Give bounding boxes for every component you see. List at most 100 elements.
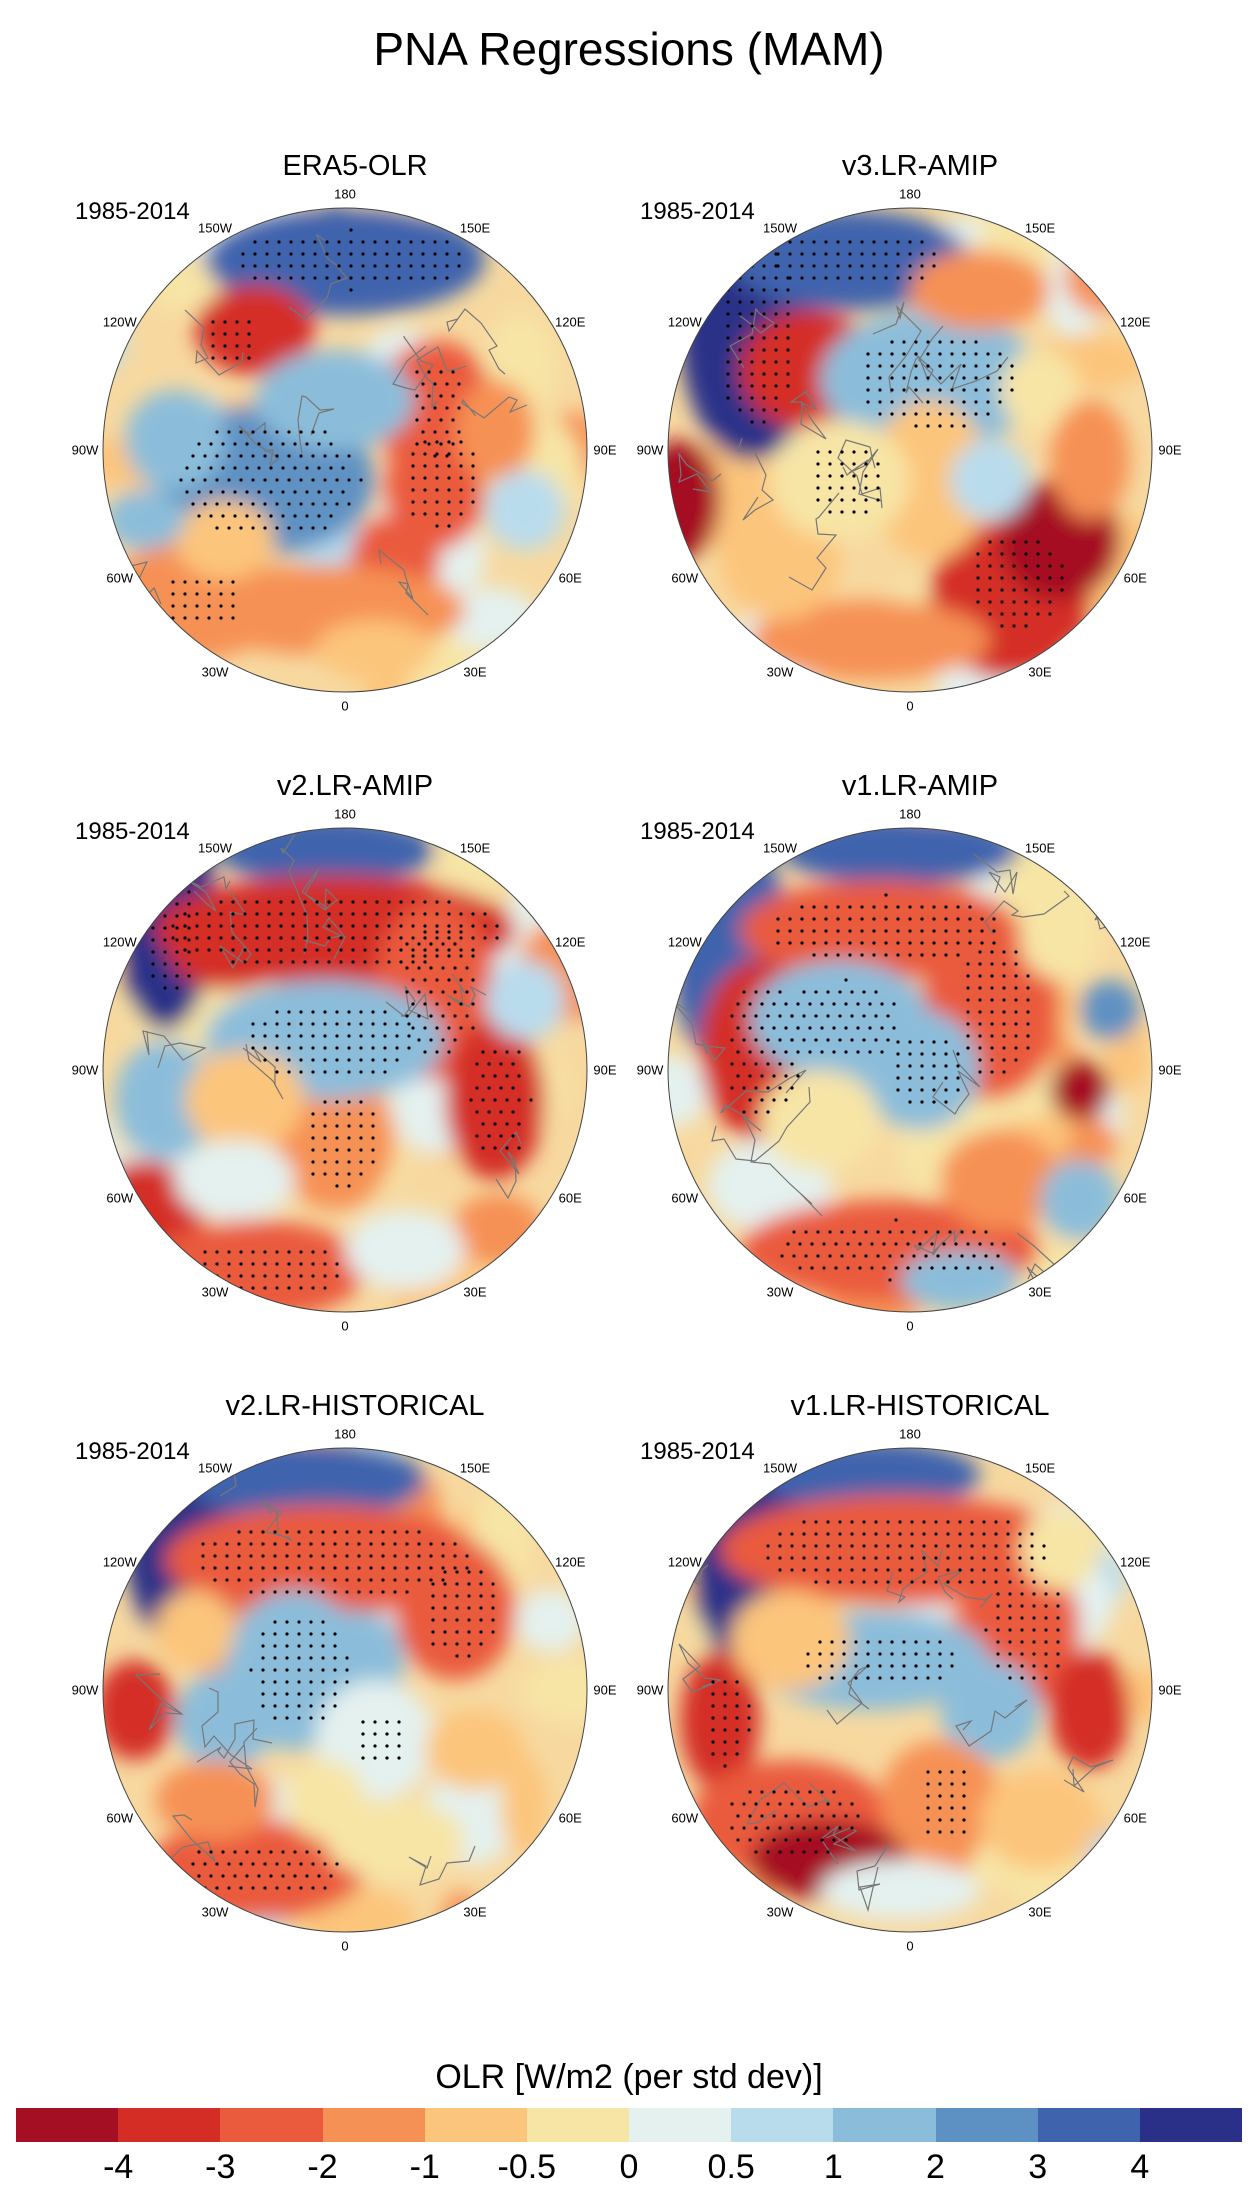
stipple-dot: [914, 340, 918, 344]
stipple-dot: [874, 1568, 878, 1572]
period-label: 1985-2014: [640, 198, 755, 225]
stipple-dot: [1056, 1628, 1060, 1632]
stipple-dot: [914, 1640, 918, 1644]
stipple-dot: [786, 360, 790, 364]
stipple-dot: [760, 1074, 764, 1078]
stipple-dot: [990, 1058, 994, 1062]
anomaly-region: [175, 1140, 295, 1220]
stipple-dot: [211, 320, 215, 324]
stipple-dot: [1000, 576, 1004, 580]
stipple-dot: [1048, 588, 1052, 592]
stipple-dot: [994, 1544, 998, 1548]
stipple-dot: [884, 917, 888, 921]
stipple-dot: [309, 1644, 313, 1648]
longitude-label: 150W: [198, 1460, 232, 1476]
stipple-dot: [814, 1826, 818, 1830]
stipple-dot: [723, 1728, 727, 1732]
stipple-dot: [373, 276, 377, 280]
stipple-dot: [784, 1838, 788, 1842]
stipple-dot: [735, 1752, 739, 1756]
stipple-dot: [936, 1230, 940, 1234]
stipple-dot: [337, 252, 341, 256]
stipple-dot: [453, 942, 457, 946]
stipple-dot: [397, 240, 401, 244]
stipple-dot: [1008, 1652, 1012, 1656]
anomaly-region: [680, 1650, 760, 1790]
stipple-dot: [323, 1262, 327, 1266]
stipple-dot: [321, 1644, 325, 1648]
stipple-dot: [1026, 986, 1030, 990]
stipple-dot: [918, 1266, 922, 1270]
stipple-dot: [878, 1664, 882, 1668]
stipple-dot: [333, 1542, 337, 1546]
longitude-label: 150E: [1024, 220, 1056, 236]
stipple-dot: [986, 388, 990, 392]
stipple-dot: [816, 462, 820, 466]
stipple-dot: [361, 1756, 365, 1760]
stipple-dot: [347, 502, 351, 506]
stipple-dot: [369, 1554, 373, 1558]
stipple-dot: [299, 1022, 303, 1026]
stipple-dot: [1010, 376, 1014, 380]
stipple-dot: [273, 1578, 277, 1582]
stipple-dot: [327, 960, 331, 964]
stipple-dot: [726, 384, 730, 388]
stipple-dot: [447, 1026, 451, 1030]
map-boundary: [102, 827, 588, 1313]
stipple-dot: [239, 478, 243, 482]
stipple-dot: [1048, 612, 1052, 616]
stipple-dot: [932, 1088, 936, 1092]
stipple-dot: [974, 376, 978, 380]
stipple-dot: [996, 1254, 1000, 1258]
stipple-dot: [750, 240, 754, 244]
stipple-dot: [273, 1716, 277, 1720]
stipple-dot: [239, 1262, 243, 1266]
stipple-dot: [784, 1074, 788, 1078]
stipple-dot: [429, 1542, 433, 1546]
stipple-dot: [866, 1664, 870, 1668]
longitude-label: 150E: [459, 840, 491, 856]
stipple-dot: [459, 912, 463, 916]
stipple-dot: [459, 488, 463, 492]
stipple-dot: [435, 948, 439, 952]
stipple-dot: [812, 941, 816, 945]
stipple-dot: [447, 500, 451, 504]
stipple-dot: [151, 962, 155, 966]
stipple-dot: [375, 948, 379, 952]
stipple-dot: [429, 1038, 433, 1042]
coastline: [678, 301, 1009, 591]
stipple-dot: [203, 1250, 207, 1254]
stipple-dot: [203, 1862, 207, 1866]
stipple-dot: [279, 936, 283, 940]
stipple-dot: [435, 1002, 439, 1006]
stipple-dot: [790, 1556, 794, 1560]
stipple-dot: [215, 1250, 219, 1254]
stipple-dot: [447, 476, 451, 480]
colorbar-box: [935, 2108, 1038, 2142]
stipple-dot: [357, 1566, 361, 1570]
stipple-dot: [311, 1274, 315, 1278]
stipple-dot: [894, 1218, 898, 1222]
stipple-dot: [962, 424, 966, 428]
stipple-dot: [872, 953, 876, 957]
stipple-dot: [151, 950, 155, 954]
stipple-dot: [333, 1668, 337, 1672]
stipple-dot: [453, 1566, 457, 1570]
stipple-dot: [495, 936, 499, 940]
stipple-dot: [451, 442, 455, 446]
stipple-dot: [371, 1124, 375, 1128]
map-boundary: [667, 207, 1153, 693]
stipple-dot: [183, 912, 187, 916]
stipple-dot: [345, 1578, 349, 1582]
stipple-dot: [171, 580, 175, 584]
stipple-dot: [407, 1034, 411, 1038]
stipple-dot: [854, 1676, 858, 1680]
stipple-dot: [812, 276, 816, 280]
stipple-dot: [950, 352, 954, 356]
stipple-dot: [219, 948, 223, 952]
stipple-dot: [1024, 540, 1028, 544]
stipple-dot: [820, 1026, 824, 1030]
stipple-dot: [1032, 1628, 1036, 1632]
stipple-dot: [872, 252, 876, 256]
stipple-dot: [998, 352, 1002, 356]
